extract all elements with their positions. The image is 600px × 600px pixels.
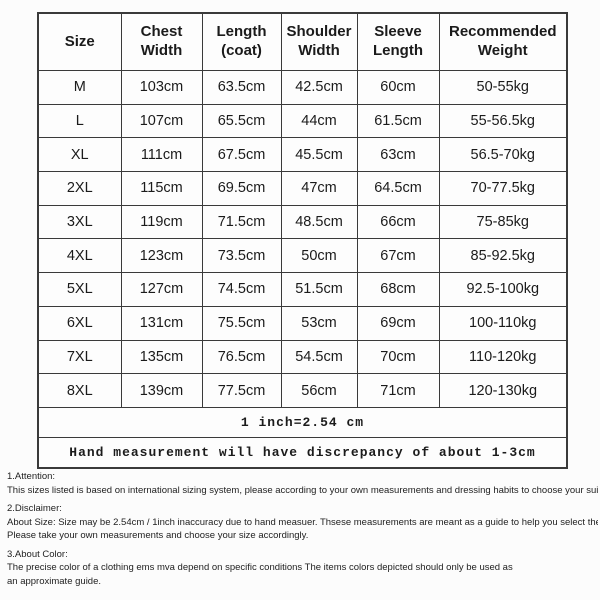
- column-header: Chest Width: [120, 12, 203, 71]
- size-cell: 7XL: [37, 339, 122, 375]
- value-cell: 123cm: [120, 238, 203, 274]
- size-chart-table: Size Chest Width Length (coat) Shoulder Wid…: [37, 12, 568, 469]
- value-cell: 71.5cm: [201, 204, 282, 240]
- value-cell: 67cm: [356, 238, 440, 274]
- size-cell: 5XL: [37, 272, 122, 307]
- value-cell: 85-92.5kg: [438, 238, 568, 274]
- table-row: 8XL 139cm 77.5cm 56cm 71cm 120-130kg: [37, 373, 568, 408]
- note-group: 2.Disclaimer: About Size: Size may be 2.5…: [7, 502, 598, 543]
- table-row: 2XL 115cm 69.5cm 47cm 64.5cm 70-77.5kg: [37, 171, 568, 206]
- table-row: L 107cm 65.5cm 44cm 61.5cm 55-56.5kg: [37, 103, 568, 139]
- size-cell: XL: [37, 137, 122, 173]
- note-line: an approximate guide.: [7, 575, 102, 587]
- size-cell: L: [37, 103, 122, 139]
- value-cell: 73.5cm: [201, 238, 282, 274]
- value-cell: 110-120kg: [438, 339, 568, 375]
- footer-row-discrepancy: Hand measurement will have discrepancy o…: [37, 436, 568, 469]
- value-cell: 50cm: [280, 238, 358, 274]
- value-cell: 92.5-100kg: [438, 272, 568, 307]
- table-row: XL 111cm 67.5cm 45.5cm 63cm 56.5-70kg: [37, 137, 568, 173]
- table-row: 4XL 123cm 73.5cm 50cm 67cm 85-92.5kg: [37, 238, 568, 274]
- value-cell: 68cm: [356, 272, 440, 307]
- note-group: 1.Attention: This sizes listed is based o…: [7, 470, 598, 497]
- value-cell: 45.5cm: [280, 137, 358, 173]
- value-cell: 69.5cm: [201, 171, 282, 206]
- header-row: Size Chest Width Length (coat) Shoulder Wid…: [37, 12, 568, 71]
- value-cell: 100-110kg: [438, 305, 568, 341]
- value-cell: 71cm: [356, 373, 440, 408]
- value-cell: 120-130kg: [438, 373, 568, 408]
- value-cell: 70cm: [356, 339, 440, 375]
- note-group: 3.About Color: The precise color of a clo…: [7, 548, 598, 589]
- value-cell: 139cm: [120, 373, 203, 408]
- size-cell: 2XL: [37, 171, 122, 206]
- value-cell: 61.5cm: [356, 103, 440, 139]
- column-header: Length (coat): [201, 12, 282, 71]
- notes-section: 1.Attention: This sizes listed is based o…: [7, 470, 598, 593]
- value-cell: 56cm: [280, 373, 358, 408]
- value-cell: 56.5-70kg: [438, 137, 568, 173]
- note-line: About Size: Size may be 2.54cm / 1inch i…: [7, 516, 598, 528]
- column-header: Size: [37, 12, 122, 71]
- note-title: 2.Disclaimer:: [7, 503, 62, 514]
- value-cell: 60cm: [356, 70, 440, 105]
- value-cell: 47cm: [280, 171, 358, 206]
- value-cell: 44cm: [280, 103, 358, 139]
- value-cell: 63cm: [356, 137, 440, 173]
- value-cell: 65.5cm: [201, 103, 282, 139]
- size-cell: 8XL: [37, 373, 122, 408]
- value-cell: 67.5cm: [201, 137, 282, 173]
- value-cell: 70-77.5kg: [438, 171, 568, 206]
- footer-row-conversion: 1 inch=2.54 cm: [37, 406, 568, 438]
- note-line: This sizes listed is based on internatio…: [7, 484, 598, 496]
- hand-measurement-note: Hand measurement will have discrepancy o…: [37, 436, 568, 469]
- size-cell: M: [37, 70, 122, 105]
- table-row: 5XL 127cm 74.5cm 51.5cm 68cm 92.5-100kg: [37, 272, 568, 307]
- table-row: 7XL 135cm 76.5cm 54.5cm 70cm 110-120kg: [37, 339, 568, 375]
- value-cell: 115cm: [120, 171, 203, 206]
- value-cell: 42.5cm: [280, 70, 358, 105]
- value-cell: 135cm: [120, 339, 203, 375]
- value-cell: 66cm: [356, 204, 440, 240]
- value-cell: 75-85kg: [438, 204, 568, 240]
- note-line: Please take your own measurements and ch…: [7, 530, 309, 541]
- table-row: 6XL 131cm 75.5cm 53cm 69cm 100-110kg: [37, 305, 568, 341]
- value-cell: 48.5cm: [280, 204, 358, 240]
- value-cell: 53cm: [280, 305, 358, 341]
- table-row: 3XL 119cm 71.5cm 48.5cm 66cm 75-85kg: [37, 204, 568, 240]
- column-header: Recommended Weight: [438, 12, 568, 71]
- value-cell: 131cm: [120, 305, 203, 341]
- size-cell: 4XL: [37, 238, 122, 274]
- size-cell: 3XL: [37, 204, 122, 240]
- value-cell: 74.5cm: [201, 272, 282, 307]
- value-cell: 64.5cm: [356, 171, 440, 206]
- note-title: 1.Attention:: [7, 471, 56, 482]
- value-cell: 107cm: [120, 103, 203, 139]
- column-header: Sleeve Length: [356, 12, 440, 71]
- value-cell: 75.5cm: [201, 305, 282, 341]
- value-cell: 77.5cm: [201, 373, 282, 408]
- value-cell: 54.5cm: [280, 339, 358, 375]
- value-cell: 76.5cm: [201, 339, 282, 375]
- table-body: M 103cm 63.5cm 42.5cm 60cm 50-55kg L 107cm 65.5c…: [37, 70, 568, 408]
- value-cell: 51.5cm: [280, 272, 358, 307]
- value-cell: 55-56.5kg: [438, 103, 568, 139]
- value-cell: 119cm: [120, 204, 203, 240]
- inch-conversion-note: 1 inch=2.54 cm: [37, 406, 568, 438]
- value-cell: 111cm: [120, 137, 203, 173]
- value-cell: 103cm: [120, 70, 203, 105]
- column-header: Shoulder Width: [280, 12, 358, 71]
- note-line: The precise color of a clothing ems mva …: [7, 562, 513, 573]
- value-cell: 69cm: [356, 305, 440, 341]
- size-cell: 6XL: [37, 305, 122, 341]
- value-cell: 127cm: [120, 272, 203, 307]
- note-title: 3.About Color:: [7, 548, 68, 560]
- value-cell: 63.5cm: [201, 70, 282, 105]
- value-cell: 50-55kg: [438, 70, 568, 105]
- table-row: M 103cm 63.5cm 42.5cm 60cm 50-55kg: [37, 70, 568, 105]
